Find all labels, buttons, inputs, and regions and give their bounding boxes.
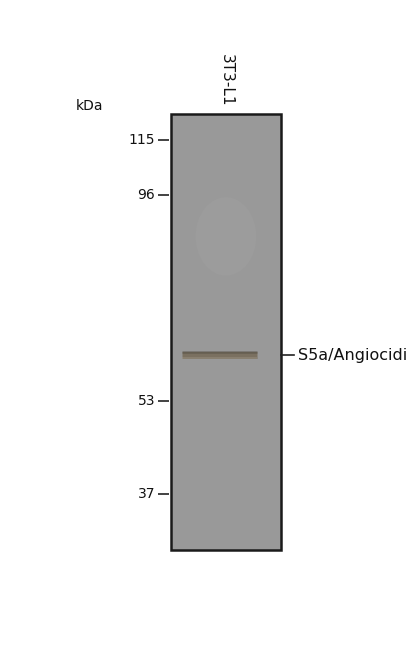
Text: 115: 115 xyxy=(129,133,155,147)
Text: S5a/Angiocidin: S5a/Angiocidin xyxy=(298,347,407,363)
Text: kDa: kDa xyxy=(76,99,104,113)
Bar xyxy=(171,114,281,550)
Text: 96: 96 xyxy=(137,188,155,203)
Text: 3T3-L1: 3T3-L1 xyxy=(219,55,234,107)
Text: 37: 37 xyxy=(138,488,155,501)
Ellipse shape xyxy=(196,197,256,276)
Text: 53: 53 xyxy=(138,393,155,408)
